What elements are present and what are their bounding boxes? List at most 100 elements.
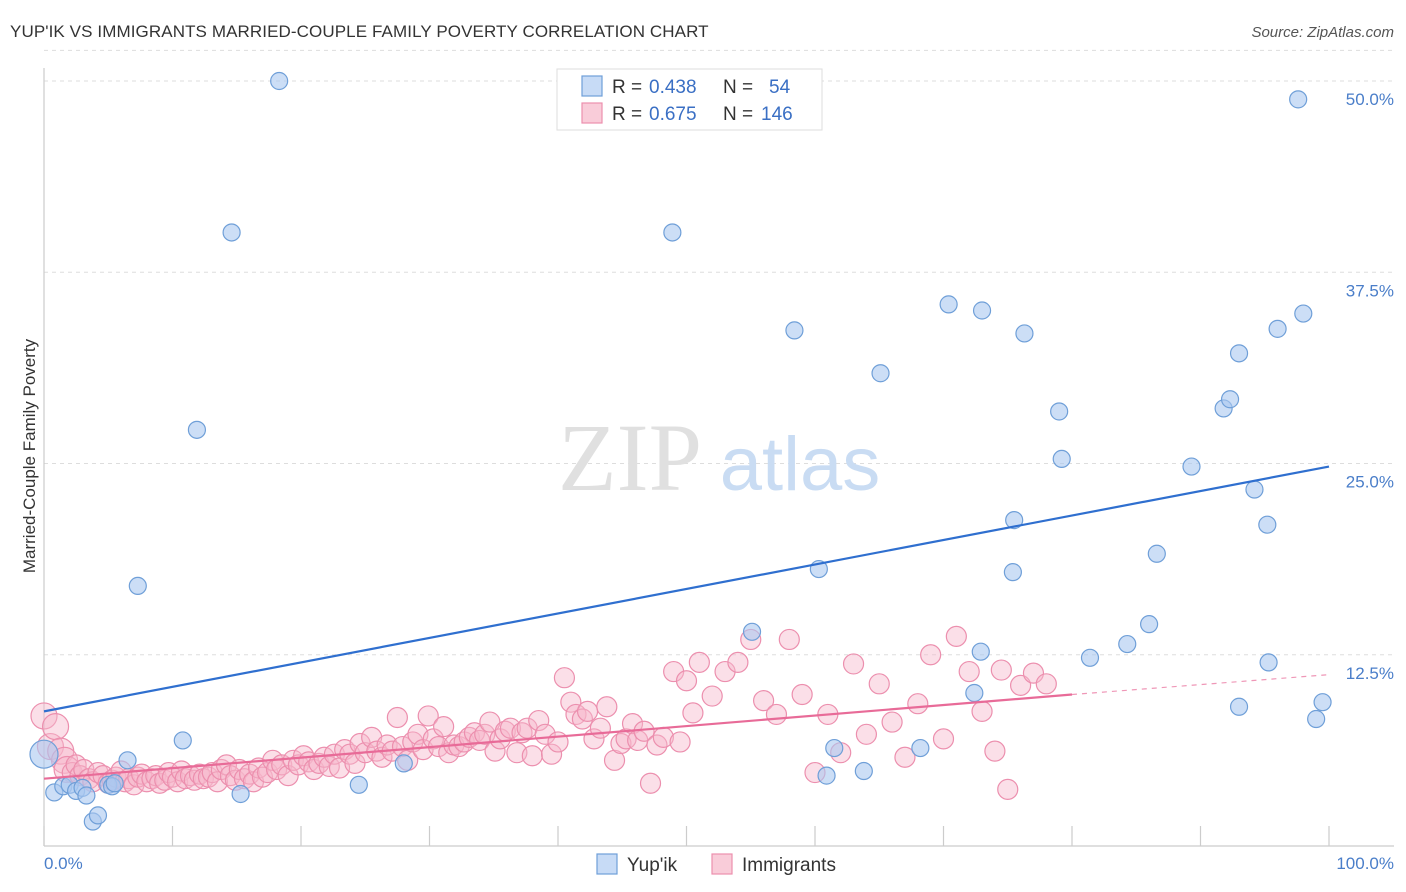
- grid-lines: [44, 49, 1394, 656]
- yupik-point: [394, 754, 413, 773]
- immigrants-point: [534, 723, 556, 745]
- yupik-point: [663, 223, 682, 242]
- yupik-point: [1245, 480, 1264, 499]
- immigrants-point: [990, 659, 1012, 681]
- immigrants-point: [907, 693, 929, 715]
- y-tick-labels: 12.5% 25.0% 37.5% 50.0%: [1346, 90, 1394, 683]
- chart-title: YUP'IK VS IMMIGRANTS MARRIED-COUPLE FAMI…: [10, 22, 709, 41]
- watermark-zip: ZIP: [558, 404, 702, 511]
- yupik-point: [349, 775, 368, 794]
- yupik-point: [77, 786, 96, 805]
- y-tick-label-2: 37.5%: [1346, 281, 1394, 300]
- watermark: ZIP atlas: [558, 404, 880, 511]
- yupik-point: [1182, 457, 1201, 476]
- legend-n-value-immigrants: 146: [761, 104, 793, 125]
- immigrants-point: [920, 644, 942, 666]
- legend-n-label-yupik: N =: [723, 77, 753, 98]
- yupik-point: [939, 295, 958, 314]
- legend-swatch-yupik: [581, 75, 603, 97]
- immigrants-point: [945, 625, 967, 647]
- yupik-point: [1052, 449, 1071, 469]
- immigrants-point: [675, 670, 698, 692]
- immigrants-point: [589, 717, 612, 739]
- yupik-point: [854, 761, 873, 781]
- yupik-point: [742, 622, 762, 641]
- immigrants-point: [206, 771, 229, 793]
- x-tick-label-max: 100.0%: [1336, 854, 1394, 873]
- yupik-point: [1147, 544, 1166, 563]
- immigrants-point: [682, 702, 704, 724]
- yupik-point: [1003, 563, 1022, 582]
- immigrants-point: [984, 740, 1006, 762]
- immigrants-point: [855, 723, 878, 745]
- y-tick-label-0: 12.5%: [1346, 664, 1394, 683]
- immigrants-point: [603, 749, 626, 771]
- legend-r-value-immigrants: 0.675: [649, 104, 697, 125]
- bottom-legend-label-immigrants: Immigrants: [742, 855, 836, 876]
- immigrants-point: [842, 653, 865, 675]
- immigrants-point: [701, 685, 723, 707]
- immigrants-point: [386, 706, 408, 729]
- yupik-point: [118, 751, 137, 770]
- legend-r-value-yupik: 0.438: [649, 77, 697, 98]
- immigrants-point: [971, 700, 993, 722]
- yupik-point: [825, 738, 844, 758]
- axes: [43, 68, 1394, 847]
- immigrants-point: [576, 700, 599, 722]
- immigrants-point: [553, 667, 576, 689]
- yupik-point: [128, 576, 147, 596]
- watermark-atlas: atlas: [720, 422, 881, 507]
- y-axis-label: Married-Couple Family Poverty: [20, 338, 39, 573]
- immigrants-point: [881, 711, 903, 733]
- immigrants-point: [41, 713, 70, 741]
- y-tick-label-3: 50.0%: [1346, 90, 1394, 109]
- immigrants-point: [528, 709, 550, 732]
- yupik-point: [1289, 90, 1308, 109]
- immigrants-point: [540, 743, 563, 765]
- immigrants-point: [894, 746, 916, 768]
- yupik-point: [231, 784, 250, 804]
- yupik-point: [1268, 319, 1287, 338]
- yupik-point: [1229, 697, 1249, 716]
- immigrants-point: [1009, 674, 1032, 696]
- yupik-point: [173, 731, 192, 750]
- yupik-point: [1294, 304, 1313, 323]
- yupik-point: [1015, 324, 1034, 343]
- immigrants-point: [958, 660, 980, 683]
- yupik-point: [971, 642, 990, 661]
- yupik-point: [1005, 511, 1024, 530]
- immigrants-trend-extension: [1071, 674, 1330, 696]
- legend-swatch-immigrants: [581, 102, 603, 124]
- immigrants-point: [791, 683, 813, 706]
- immigrants-point: [688, 651, 710, 674]
- immigrants-point: [868, 673, 890, 695]
- legend-n-label-immigrants: N =: [723, 104, 753, 125]
- bottom-legend-swatch-yupik: [596, 853, 618, 875]
- yupik-trend-line: [43, 465, 1330, 713]
- immigrants-point: [639, 772, 662, 794]
- yupik-point: [88, 806, 108, 825]
- yupik-point: [785, 321, 804, 340]
- immigrants-point: [596, 696, 618, 718]
- yupik-point: [1313, 693, 1332, 712]
- legend-n-value-yupik: 54: [769, 77, 791, 98]
- yupik-point: [29, 739, 59, 769]
- yupik-point: [1307, 709, 1326, 729]
- immigrants-point: [361, 726, 383, 748]
- immigrants-points: [30, 625, 1057, 800]
- bottom-legend: Yup'ik Immigrants: [596, 853, 836, 876]
- immigrants-point: [560, 691, 582, 713]
- immigrants-trend-line: [43, 693, 1073, 780]
- yupik-point: [1220, 390, 1240, 409]
- immigrants-point: [499, 717, 522, 739]
- yupik-point: [1258, 515, 1277, 534]
- yupik-point: [972, 301, 992, 320]
- yupik-point: [222, 223, 241, 242]
- yupik-point: [1229, 344, 1249, 363]
- legend: R = 0.438 N = 54 R = 0.675 N = 146: [556, 68, 823, 131]
- y-tick-label-1: 25.0%: [1346, 473, 1394, 492]
- yupik-point: [911, 738, 930, 758]
- bottom-legend-label-yupik: Yup'ik: [627, 855, 678, 876]
- source-label: Source: ZipAtlas.com: [1251, 24, 1394, 41]
